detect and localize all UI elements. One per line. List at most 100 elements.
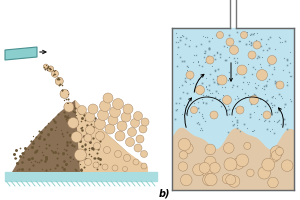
- Circle shape: [256, 70, 268, 80]
- Circle shape: [124, 154, 130, 162]
- Circle shape: [179, 151, 188, 159]
- Circle shape: [237, 65, 247, 75]
- Circle shape: [186, 71, 194, 79]
- Text: b): b): [159, 188, 170, 198]
- Bar: [172, 28, 294, 190]
- Circle shape: [94, 118, 106, 130]
- Circle shape: [196, 86, 205, 95]
- Circle shape: [275, 147, 284, 155]
- Bar: [5, 172, 157, 181]
- Circle shape: [130, 118, 140, 128]
- Circle shape: [103, 93, 113, 103]
- Circle shape: [236, 154, 249, 167]
- Circle shape: [217, 75, 227, 85]
- Circle shape: [202, 174, 214, 186]
- Circle shape: [55, 77, 63, 85]
- Circle shape: [133, 159, 139, 165]
- Circle shape: [253, 41, 261, 49]
- Circle shape: [71, 131, 82, 142]
- Circle shape: [134, 144, 142, 152]
- Circle shape: [74, 149, 86, 161]
- Circle shape: [60, 89, 69, 98]
- Circle shape: [48, 66, 54, 72]
- Circle shape: [181, 174, 192, 186]
- Circle shape: [258, 167, 270, 179]
- Circle shape: [272, 150, 281, 160]
- Circle shape: [270, 153, 279, 162]
- Circle shape: [233, 158, 244, 169]
- Circle shape: [241, 31, 248, 38]
- Circle shape: [270, 146, 283, 158]
- Circle shape: [134, 112, 142, 120]
- Circle shape: [276, 81, 284, 89]
- Circle shape: [226, 38, 234, 46]
- Circle shape: [268, 177, 278, 188]
- Circle shape: [226, 175, 236, 185]
- Circle shape: [141, 163, 147, 169]
- Circle shape: [224, 143, 234, 153]
- Circle shape: [223, 96, 232, 104]
- Polygon shape: [5, 47, 37, 60]
- Circle shape: [193, 164, 205, 176]
- Circle shape: [110, 106, 121, 117]
- Circle shape: [190, 106, 197, 114]
- Polygon shape: [172, 128, 294, 190]
- Circle shape: [199, 162, 210, 173]
- Circle shape: [222, 174, 232, 184]
- Circle shape: [84, 134, 92, 142]
- Circle shape: [122, 166, 128, 171]
- Circle shape: [248, 51, 256, 59]
- Circle shape: [268, 55, 277, 64]
- Circle shape: [263, 111, 271, 119]
- Circle shape: [250, 96, 259, 104]
- Circle shape: [95, 132, 104, 140]
- Circle shape: [108, 115, 118, 125]
- Circle shape: [68, 117, 79, 128]
- Circle shape: [202, 166, 212, 177]
- Circle shape: [115, 131, 125, 141]
- Circle shape: [247, 169, 254, 177]
- Circle shape: [205, 144, 216, 155]
- Circle shape: [224, 158, 237, 171]
- Circle shape: [206, 56, 214, 64]
- Circle shape: [125, 138, 134, 146]
- Circle shape: [244, 142, 251, 149]
- Circle shape: [123, 104, 133, 114]
- Polygon shape: [75, 100, 148, 172]
- Circle shape: [262, 158, 274, 171]
- Circle shape: [43, 64, 48, 69]
- Circle shape: [64, 102, 74, 112]
- Circle shape: [178, 138, 190, 151]
- Circle shape: [217, 31, 224, 38]
- Polygon shape: [12, 100, 148, 172]
- Circle shape: [141, 118, 149, 126]
- Circle shape: [100, 100, 110, 112]
- Circle shape: [94, 142, 100, 150]
- Circle shape: [128, 128, 136, 136]
- Circle shape: [210, 111, 218, 119]
- Circle shape: [85, 112, 95, 122]
- Circle shape: [209, 163, 220, 173]
- Circle shape: [236, 106, 244, 114]
- Circle shape: [281, 160, 293, 171]
- Circle shape: [93, 162, 99, 168]
- Circle shape: [52, 70, 58, 77]
- Circle shape: [178, 162, 188, 171]
- Circle shape: [230, 46, 238, 54]
- Circle shape: [88, 104, 98, 114]
- Circle shape: [77, 106, 86, 114]
- Circle shape: [115, 150, 122, 158]
- Circle shape: [103, 146, 110, 154]
- Circle shape: [121, 112, 131, 122]
- Circle shape: [205, 173, 217, 186]
- Circle shape: [102, 164, 108, 170]
- Circle shape: [140, 150, 148, 158]
- Circle shape: [117, 121, 127, 131]
- Circle shape: [112, 98, 124, 110]
- Circle shape: [105, 124, 115, 134]
- Circle shape: [139, 125, 147, 133]
- Circle shape: [98, 110, 109, 120]
- Circle shape: [136, 135, 144, 143]
- Circle shape: [85, 126, 94, 134]
- Circle shape: [85, 158, 92, 166]
